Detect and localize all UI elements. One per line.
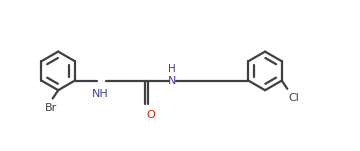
Text: N: N (168, 76, 176, 86)
Text: Br: Br (45, 103, 57, 113)
Text: NH: NH (92, 89, 109, 99)
Text: H: H (168, 64, 176, 74)
Text: Cl: Cl (288, 93, 299, 103)
Text: O: O (147, 110, 156, 120)
